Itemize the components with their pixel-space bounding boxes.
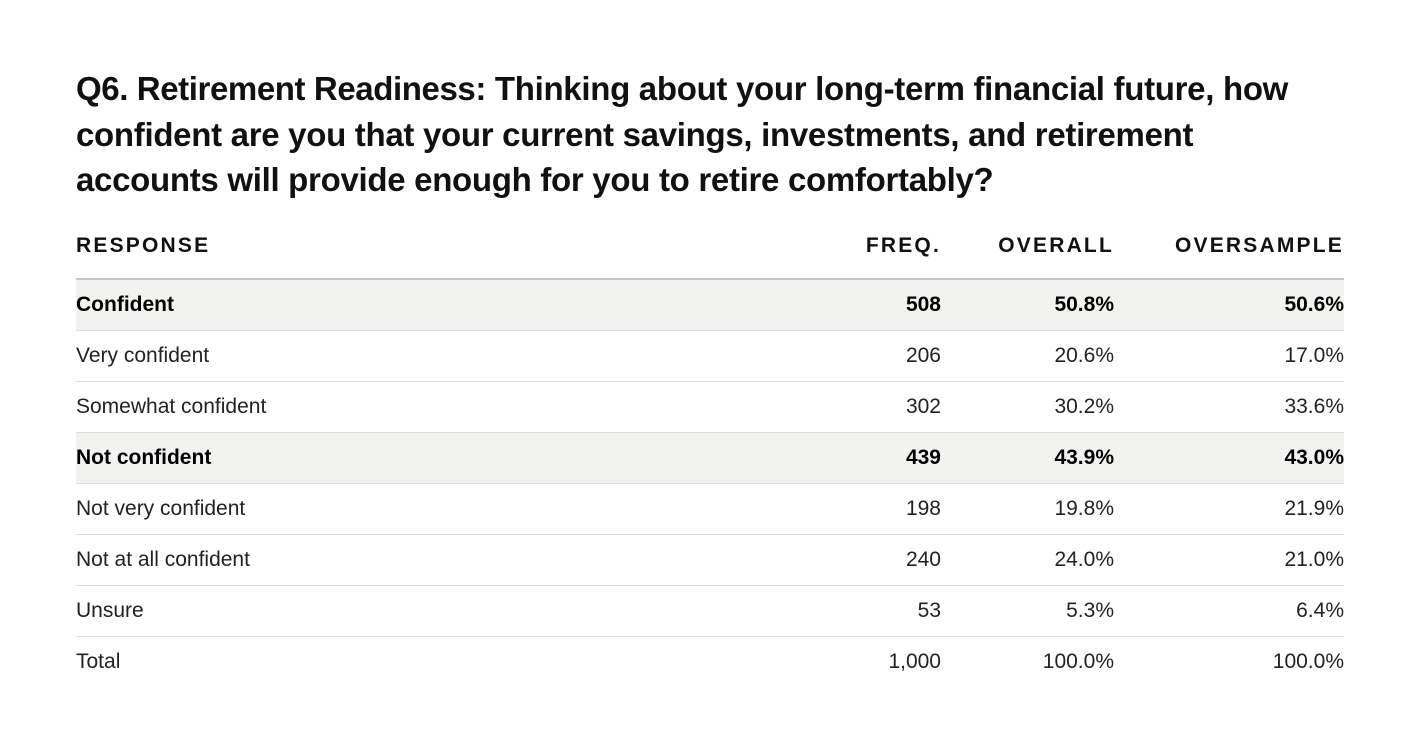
column-header-oversample: OVERSAMPLE [1114,233,1344,280]
column-header-overall: OVERALL [941,233,1114,280]
response-cell: Not very confident [76,483,816,535]
overall-cell: 24.0% [941,534,1114,586]
table-row-unsure: Unsure 53 5.3% 6.4% [76,585,1344,637]
freq-cell: 240 [816,534,941,586]
results-table: RESPONSE FREQ. OVERALL OVERSAMPLE Confid… [76,233,1344,687]
response-cell: Not at all confident [76,534,816,586]
response-cell: Somewhat confident [76,381,816,433]
freq-cell: 508 [816,278,941,331]
table-row-not-at-all-confident: Not at all confident 240 24.0% 21.0% [76,534,1344,586]
response-cell: Unsure [76,585,816,637]
freq-cell: 439 [816,432,941,484]
oversample-cell: 50.6% [1114,278,1344,331]
table-row-somewhat-confident: Somewhat confident 302 30.2% 33.6% [76,381,1344,433]
response-cell: Not confident [76,432,816,484]
oversample-cell: 21.0% [1114,534,1344,586]
freq-cell: 1,000 [888,649,941,673]
response-cell: Very confident [76,330,816,382]
survey-question-card: Q6. Retirement Readiness: Thinking about… [76,66,1344,687]
question-text: Thinking about your long-term financial … [76,70,1289,198]
overall-cell: 30.2% [941,381,1114,433]
table-row-very-confident: Very confident 206 20.6% 17.0% [76,330,1344,382]
table-row-confident: Confident 508 50.8% 50.6% [76,278,1344,331]
response-cell: Total [76,649,121,673]
overall-cell: 19.8% [941,483,1114,535]
overall-cell: 20.6% [941,330,1114,382]
oversample-cell: 6.4% [1114,585,1344,637]
freq-cell: 53 [816,585,941,637]
freq-cell: 206 [816,330,941,382]
oversample-cell: 100.0% [1272,649,1344,673]
oversample-cell: 43.0% [1114,432,1344,484]
overall-cell: 50.8% [941,278,1114,331]
overall-cell: 43.9% [941,432,1114,484]
overall-cell: 100.0% [1042,649,1114,673]
oversample-cell: 33.6% [1114,381,1344,433]
freq-cell: 198 [816,483,941,535]
freq-cell: 302 [816,381,941,433]
table-row-not-confident: Not confident 439 43.9% 43.0% [76,432,1344,484]
table-row-not-very-confident: Not very confident 198 19.8% 21.9% [76,483,1344,535]
overall-cell: 5.3% [941,585,1114,637]
question-label: Q6. Retirement Readiness: [76,70,486,107]
response-cell: Confident [76,278,816,331]
oversample-cell: 17.0% [1114,330,1344,382]
column-header-response: RESPONSE [76,233,816,280]
oversample-cell: 21.9% [1114,483,1344,535]
table-header-row: RESPONSE FREQ. OVERALL OVERSAMPLE [76,233,1344,280]
column-header-freq: FREQ. [816,233,941,280]
question-title: Q6. Retirement Readiness: Thinking about… [76,66,1344,203]
table-row-total: Total 1,000 100.0% 100.0% [76,636,1344,687]
